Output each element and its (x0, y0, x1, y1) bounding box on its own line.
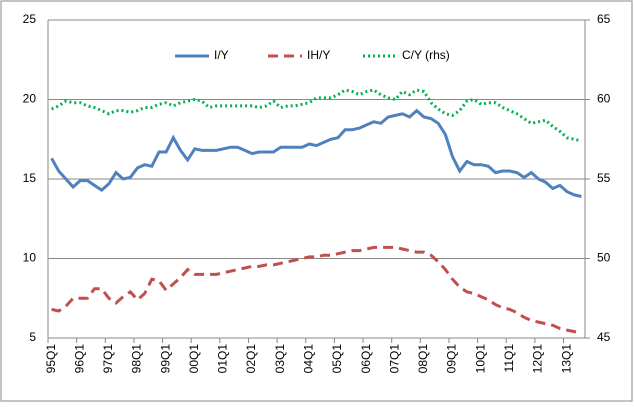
x-tick-label: 99Q1 (158, 344, 172, 374)
x-tick-label: 97Q1 (101, 344, 115, 374)
x-tick-label: 10Q1 (473, 344, 487, 374)
x-tick-label: 12Q1 (531, 344, 545, 374)
x-tick-label: 07Q1 (387, 344, 401, 374)
x-tick-label: 08Q1 (416, 344, 430, 374)
x-tick-label: 98Q1 (130, 344, 144, 374)
y2-tick-label: 45 (597, 330, 611, 344)
x-tick-label: 13Q1 (559, 344, 573, 374)
y-tick-label: 5 (29, 330, 36, 344)
y-tick-label: 10 (23, 251, 37, 265)
x-tick-label: 04Q1 (302, 344, 316, 374)
x-tick-label: 02Q1 (244, 344, 258, 374)
legend-label: I/Y (214, 48, 229, 62)
x-tick-label: 05Q1 (330, 344, 344, 374)
y-tick-label: 25 (23, 12, 37, 26)
y2-tick-label: 50 (597, 251, 611, 265)
legend-label: C/Y (rhs) (402, 48, 450, 62)
y2-tick-label: 55 (597, 171, 611, 185)
x-tick-label: 01Q1 (216, 344, 230, 374)
y2-tick-label: 60 (597, 92, 611, 106)
x-tick-label: 95Q1 (44, 344, 58, 374)
y-tick-label: 15 (23, 171, 37, 185)
x-tick-label: 03Q1 (273, 344, 287, 374)
x-tick-label: 00Q1 (187, 344, 201, 374)
x-tick-label: 06Q1 (359, 344, 373, 374)
x-tick-label: 11Q1 (502, 344, 516, 373)
legend-label: IH/Y (307, 48, 330, 62)
x-tick-label: 09Q1 (445, 344, 459, 374)
series-line (51, 245, 582, 335)
x-tick-label: 96Q1 (72, 344, 86, 374)
y2-tick-label: 65 (597, 12, 611, 26)
y-tick-label: 20 (23, 92, 37, 106)
series-line (50, 108, 582, 198)
